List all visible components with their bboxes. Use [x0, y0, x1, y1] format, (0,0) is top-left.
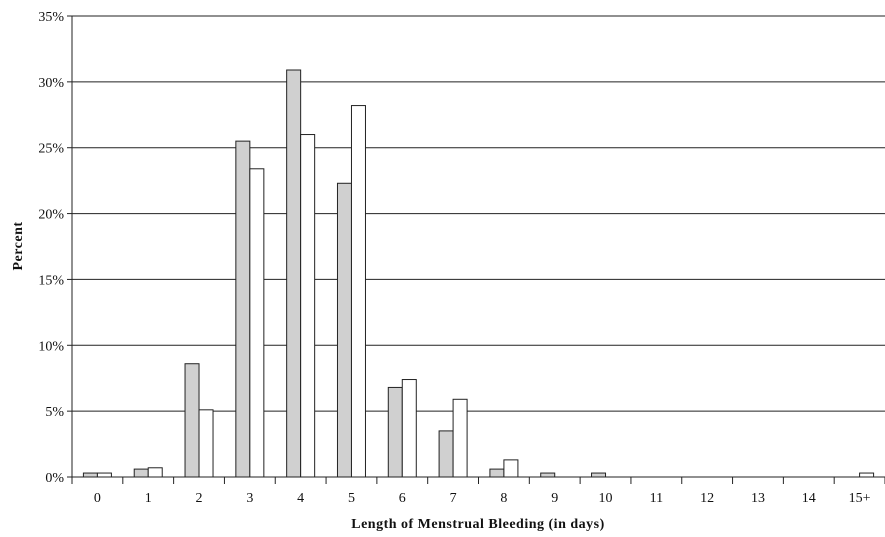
bar — [452, 398, 468, 478]
bar — [489, 468, 505, 478]
x-tick-label: 15+ — [849, 491, 871, 506]
x-tick-label: 7 — [450, 491, 457, 506]
bar — [235, 140, 251, 478]
y-tick-labels: 0% 5% 10% 15% 20% 25% 30% 35% — [38, 10, 64, 486]
bar — [96, 472, 112, 478]
axes — [67, 15, 885, 484]
y-tick-label: 25% — [38, 142, 64, 157]
bar — [540, 472, 556, 478]
y-tick-label: 5% — [45, 405, 64, 420]
x-tick-label: 3 — [246, 491, 253, 506]
bar — [133, 468, 149, 478]
x-tick-labels: 0 1 2 3 4 5 6 7 8 9 10 11 12 13 14 15+ — [94, 491, 871, 506]
x-tick-label: 9 — [551, 491, 558, 506]
x-tick-label: 4 — [297, 491, 304, 506]
y-tick-label: 30% — [38, 76, 64, 91]
bar — [300, 134, 316, 478]
bar — [249, 168, 265, 478]
bar — [336, 182, 352, 478]
y-tick-label: 35% — [38, 10, 64, 25]
gridlines — [72, 15, 885, 412]
x-tick-label: 14 — [802, 491, 816, 506]
x-tick-label: 8 — [500, 491, 507, 506]
y-tick-label: 15% — [38, 273, 64, 288]
x-axis-title: Length of Menstrual Bleeding (in days) — [351, 517, 605, 532]
bar — [147, 467, 163, 478]
x-tick-label: 2 — [196, 491, 203, 506]
x-tick-label: 13 — [751, 491, 765, 506]
x-tick-label: 11 — [650, 491, 663, 506]
bar — [859, 472, 875, 478]
x-tick-label: 0 — [94, 491, 101, 506]
bar — [286, 69, 302, 478]
bar — [350, 105, 366, 478]
y-axis-title: Percent — [11, 221, 26, 270]
bars — [82, 69, 875, 478]
x-tick-label: 1 — [145, 491, 152, 506]
x-tick-label: 12 — [700, 491, 714, 506]
y-tick-label: 10% — [38, 339, 64, 354]
bar — [503, 459, 519, 478]
x-tick-label: 6 — [399, 491, 406, 506]
bar — [82, 472, 98, 478]
bar — [591, 472, 607, 478]
bar — [401, 379, 417, 478]
x-tick-label: 10 — [599, 491, 613, 506]
bar — [198, 409, 214, 478]
y-tick-label: 0% — [45, 471, 64, 486]
x-tick-label: 5 — [348, 491, 355, 506]
bar — [438, 430, 454, 478]
y-tick-label: 20% — [38, 208, 64, 223]
bar — [184, 363, 200, 478]
bar — [387, 386, 403, 478]
